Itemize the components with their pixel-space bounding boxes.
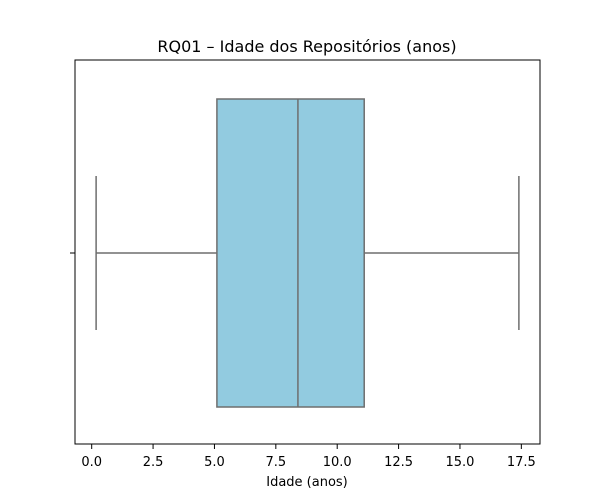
chart-title: RQ01 – Idade dos Repositórios (anos) [157,37,456,56]
x-tick-label: 10.0 [323,455,352,470]
iqr-box [216,98,365,408]
x-tick-label: 12.5 [384,455,413,470]
x-tick-label: 2.5 [143,455,164,470]
x-tick-label: 17.5 [507,455,536,470]
x-tick-label: 5.0 [204,455,225,470]
x-tick-label: 7.5 [265,455,286,470]
x-tick-label: 15.0 [445,455,474,470]
x-axis-label: Idade (anos) [266,475,348,490]
x-tick-label: 0.0 [81,455,102,470]
plot-layer [95,98,520,408]
plot-area-frame [74,59,541,445]
x-axis: 0.0 2.5 5.0 7.5 10.0 12.5 15.0 17.5 [81,444,536,470]
